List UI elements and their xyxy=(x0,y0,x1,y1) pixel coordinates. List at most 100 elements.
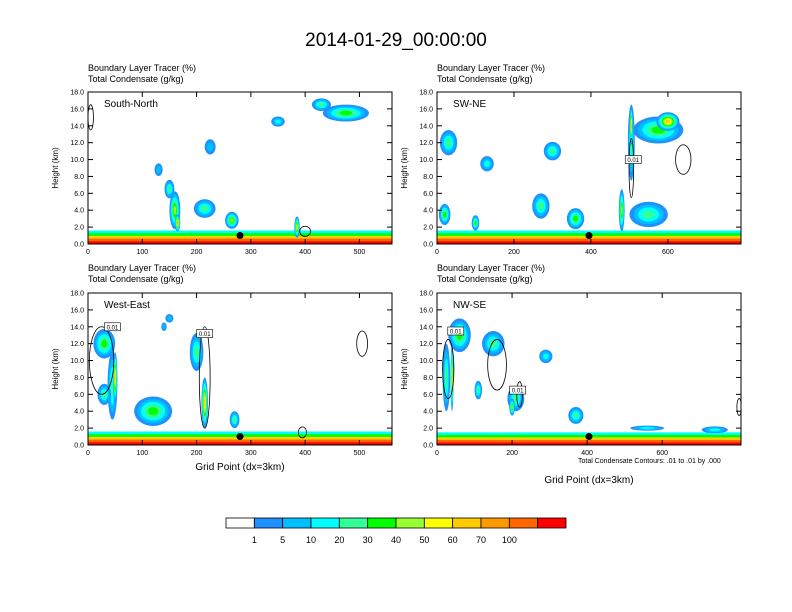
x-tick-label: 100 xyxy=(136,450,148,457)
y-tick-label: 2.0 xyxy=(74,426,84,433)
location-marker xyxy=(236,232,244,240)
panel-nw-se: 0.01 0.01 0 200 400 600 0.0 2.0 4.0 6.0 8.0 10.0 12.… xyxy=(400,291,742,486)
x-tick-label: 100 xyxy=(136,249,148,256)
contour-label: Total Condensate (g/kg) xyxy=(88,274,184,284)
y-tick-label: 16.0 xyxy=(419,106,433,113)
tracer-blob xyxy=(296,225,298,230)
contour-label-box xyxy=(624,155,642,164)
panel-label: South-North xyxy=(104,99,158,110)
tracer-blob xyxy=(162,324,166,330)
tracer-blob xyxy=(318,102,325,107)
panel-header-south-north: Boundary Layer Tracer (%) Total Condensa… xyxy=(88,63,196,85)
plot-field: 0.01 0.01 xyxy=(437,318,741,445)
condensate-contour xyxy=(675,144,692,175)
x-tick-label: 600 xyxy=(656,450,668,457)
contour-label-box xyxy=(104,322,121,332)
field-label: Boundary Layer Tracer (%) xyxy=(88,63,197,73)
condensate-contour xyxy=(297,426,307,439)
panel-sw-ne: 0.01 0 200 400 600 0.0 2.0 4.0 6.0 8.0 10.0 12.0 14.… xyxy=(400,90,742,256)
colorbar-swatch xyxy=(452,517,482,529)
x-tick-label: 200 xyxy=(508,249,520,256)
tracer-blob xyxy=(147,407,159,416)
tracer-blob xyxy=(156,165,162,174)
colorbar-swatch xyxy=(508,517,539,529)
y-tick-label: 10.0 xyxy=(419,358,433,365)
condensate-contour xyxy=(628,138,635,198)
contour-label-box xyxy=(509,385,526,395)
plot-frame xyxy=(87,91,393,245)
colorbar-tick-label: 100 xyxy=(502,535,517,545)
x-tick-label: 400 xyxy=(585,249,597,256)
y-tick-label: 0.0 xyxy=(423,443,433,450)
y-tick-label: 14.0 xyxy=(70,123,84,130)
colorbar-tick-label: 60 xyxy=(448,535,458,545)
tracer-blob xyxy=(173,205,177,215)
colorbar-swatch xyxy=(480,517,510,529)
tracer-blob xyxy=(573,215,578,222)
y-tick-label: 12.0 xyxy=(419,341,433,348)
y-axis-label: Height (km) xyxy=(400,147,409,189)
tracer-blob xyxy=(451,371,453,384)
location-marker xyxy=(585,433,593,441)
tracer-blob xyxy=(206,142,214,152)
colorbar-tick-label: 70 xyxy=(476,535,486,545)
panel-label: NW-SE xyxy=(453,300,486,311)
tracer-blob xyxy=(474,220,477,225)
y-tick-label: 18.0 xyxy=(70,90,84,97)
y-tick-label: 4.0 xyxy=(423,208,433,215)
tracer-blob xyxy=(549,148,556,155)
contour-label: 0.01 xyxy=(512,389,524,395)
tracer-blob xyxy=(511,405,513,409)
y-tick-label: 6.0 xyxy=(74,191,84,198)
y-tick-label: 4.0 xyxy=(423,409,433,416)
y-tick-label: 6.0 xyxy=(423,191,433,198)
surface-band xyxy=(437,241,741,244)
y-tick-label: 0.0 xyxy=(74,242,84,249)
y-tick-label: 6.0 xyxy=(74,392,84,399)
tracer-blob xyxy=(477,387,480,394)
y-tick-label: 2.0 xyxy=(423,225,433,232)
y-tick-label: 14.0 xyxy=(419,324,433,331)
tracer-blob xyxy=(489,339,498,348)
x-tick-label: 300 xyxy=(245,450,257,457)
plot-background xyxy=(88,293,392,445)
y-tick-label: 0.0 xyxy=(74,443,84,450)
y-tick-label: 4.0 xyxy=(74,208,84,215)
contour-label: 0.01 xyxy=(199,332,211,338)
x-tick-label: 0 xyxy=(435,450,439,457)
tracer-blob xyxy=(639,427,655,430)
x-tick-label: 500 xyxy=(354,450,366,457)
contour-label-box xyxy=(196,329,214,338)
colorbar: 1 5 10 20 30 40 50 60 70 100 xyxy=(225,517,567,545)
x-tick-label: 600 xyxy=(662,249,674,256)
tracer-blob xyxy=(445,366,448,389)
condensate-contour xyxy=(487,339,507,391)
condensate-contour xyxy=(442,339,455,399)
panel-header-sw-ne: Boundary Layer Tracer (%) Total Condensa… xyxy=(437,63,545,85)
location-marker xyxy=(585,232,593,240)
x-tick-label: 400 xyxy=(581,450,593,457)
contour-label: 0.01 xyxy=(450,330,462,336)
x-axis-label: Grid Point (dx=3km) xyxy=(544,475,633,486)
tracer-blob xyxy=(621,205,623,216)
colorbar-swatch xyxy=(537,517,567,529)
y-tick-label: 16.0 xyxy=(419,307,433,314)
colorbar-tick-label: 5 xyxy=(280,535,285,545)
x-tick-label: 200 xyxy=(506,450,518,457)
tracer-blob xyxy=(101,339,108,348)
y-tick-label: 6.0 xyxy=(423,392,433,399)
colorbar-swatch xyxy=(423,517,454,529)
colorbar-tick-label: 20 xyxy=(334,535,344,545)
plot-frame xyxy=(436,91,742,245)
y-tick-label: 10.0 xyxy=(70,157,84,164)
tracer-blob xyxy=(201,205,209,212)
y-tick-label: 12.0 xyxy=(70,341,84,348)
tracer-blob xyxy=(177,221,178,225)
tracer-blob xyxy=(709,428,721,432)
contour-label: 0.01 xyxy=(107,325,119,331)
colorbar-swatch xyxy=(395,517,425,529)
field-label: Boundary Layer Tracer (%) xyxy=(88,263,197,273)
x-tick-label: 300 xyxy=(245,249,257,256)
